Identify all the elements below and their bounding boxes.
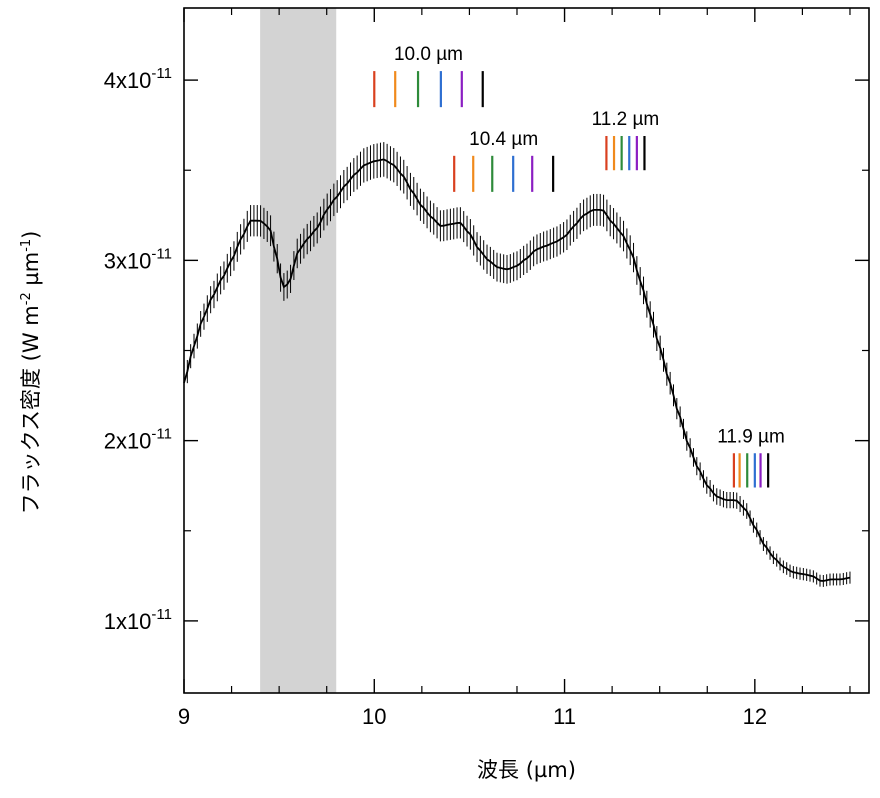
y-tick-label: 4x10-11 bbox=[104, 65, 172, 93]
y-axis-title-end: ) bbox=[19, 231, 43, 239]
shaded-region-layer bbox=[260, 8, 337, 693]
x-axis-title: 波長 (µm) bbox=[477, 758, 576, 782]
y-axis-title: フラックス密度 (W m-2 µm-1) bbox=[19, 231, 43, 515]
y-axis-title-sup2: -1 bbox=[19, 239, 34, 252]
y-tick-label: 2x10-11 bbox=[104, 426, 172, 454]
feature-marker-label: 10.4 µm bbox=[469, 129, 538, 150]
feature-marker-label: 11.2 µm bbox=[592, 109, 660, 130]
y-tick-label: 1x10-11 bbox=[104, 606, 172, 634]
y-axis-title-main: フラックス密度 (W m bbox=[19, 305, 43, 514]
x-tick-label: 10 bbox=[362, 704, 386, 729]
axis-ticks-layer bbox=[183, 8, 869, 693]
spectrum-line bbox=[183, 158, 851, 582]
shaded-region bbox=[260, 8, 337, 693]
spectrum-series-layer bbox=[183, 142, 851, 587]
x-tick-label: 11 bbox=[553, 704, 576, 729]
x-tick-label: 12 bbox=[743, 704, 767, 729]
feature-markers-layer: 10.0 µm 10.4 µm 11.2 µm 11.9 µm bbox=[373, 44, 785, 488]
tick-labels-layer: 9 10 11 12 1x10-11 2x10-11 3x10-11 4x10-11 bbox=[104, 65, 767, 729]
feature-marker-label: 11.9 µm bbox=[717, 426, 785, 447]
plot-frame bbox=[183, 7, 870, 694]
feature-marker-label: 10.0 µm bbox=[394, 44, 463, 65]
x-tick-label: 9 bbox=[178, 704, 190, 729]
y-axis-title-sup1: -2 bbox=[19, 292, 34, 305]
y-tick-label: 3x10-11 bbox=[104, 245, 172, 273]
y-axis-title-mid: µm bbox=[19, 252, 43, 293]
